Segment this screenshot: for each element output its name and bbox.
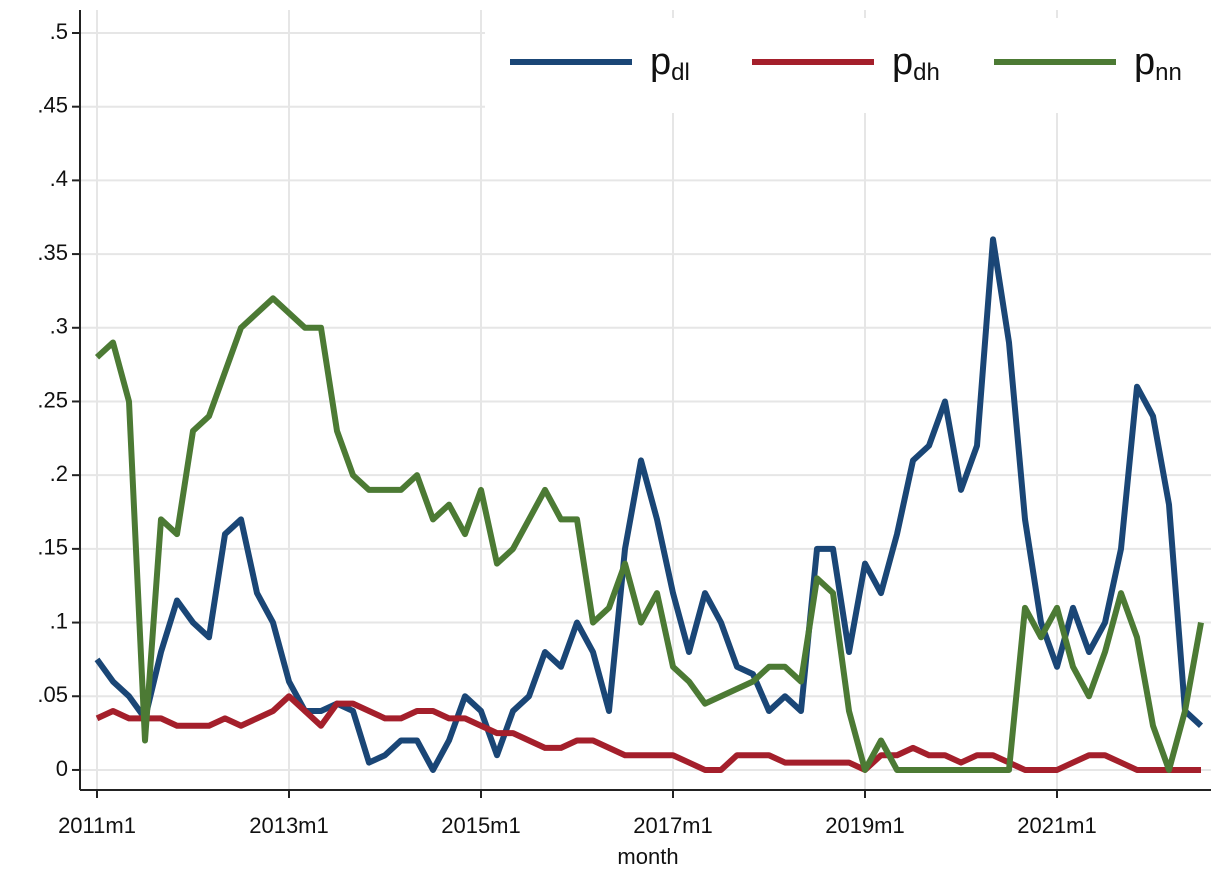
x-tick-label: 2017m1: [633, 813, 713, 838]
x-tick-label: 2015m1: [441, 813, 521, 838]
legend-box: [485, 18, 1211, 113]
x-axis-label: month: [617, 844, 678, 869]
y-tick-label: .1: [50, 608, 68, 633]
y-tick-label: .2: [50, 461, 68, 486]
legend-label: pdh: [892, 41, 940, 86]
y-tick-label: 0: [56, 756, 68, 781]
y-tick-label: .15: [37, 535, 68, 560]
legend-label: pdl: [650, 41, 690, 86]
series-line: [94, 236, 1204, 773]
y-tick-label: .5: [50, 19, 68, 44]
y-tick-label: .05: [37, 682, 68, 707]
legend-label: pnn: [1134, 41, 1182, 86]
x-tick-label: 2011m1: [58, 813, 136, 838]
y-tick-label: .3: [50, 314, 68, 339]
y-tick-label: .35: [37, 240, 68, 265]
x-tick-label: 2019m1: [825, 813, 905, 838]
legend: pdl pdh pnn: [485, 18, 1211, 113]
x-tick-label: 2013m1: [249, 813, 329, 838]
y-tick-label: .25: [37, 387, 68, 412]
x-tick-label: 2021m1: [1017, 813, 1097, 838]
y-tick-label: .45: [37, 93, 68, 118]
series-line: [95, 693, 1201, 773]
y-tick-label: .4: [50, 166, 68, 191]
series-line: [94, 295, 1204, 773]
